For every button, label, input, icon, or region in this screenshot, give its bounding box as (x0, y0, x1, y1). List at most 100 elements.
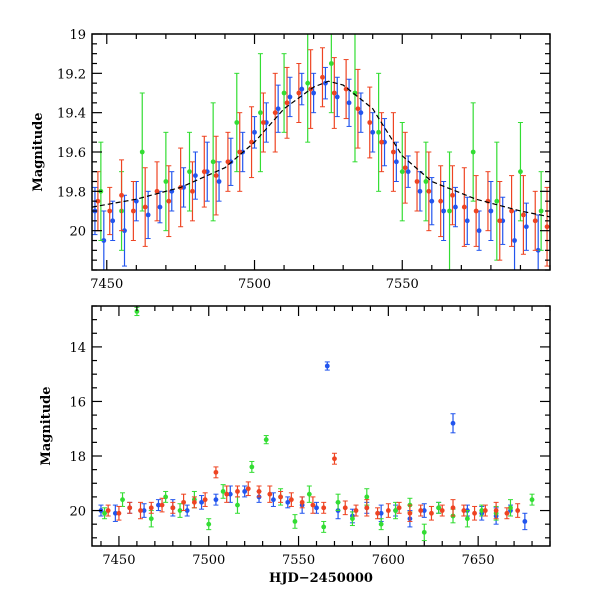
bottom-data-point (364, 494, 370, 500)
bottom-data-point (202, 497, 208, 503)
bottom-x-tick-label: 7450 (102, 553, 135, 568)
bottom-data-point (472, 510, 477, 516)
top-x-tick-label: 7500 (238, 277, 271, 292)
bottom-series-2 (105, 452, 521, 522)
top-data-point (187, 169, 192, 175)
top-data-point (130, 208, 136, 214)
top-data-point (476, 228, 482, 234)
bottom-panel-x-axis-label: HJD−2450000 (269, 571, 373, 586)
top-data-point (305, 80, 311, 86)
bottom-data-point (256, 489, 262, 494)
bottom-data-point (156, 502, 161, 508)
top-panel-frame (91, 33, 551, 271)
top-data-point (275, 106, 281, 112)
bottom-data-point (102, 510, 107, 516)
bottom-data-point (321, 524, 327, 530)
top-data-point (538, 208, 544, 214)
bottom-data-point (407, 510, 413, 516)
top-data-point (145, 212, 151, 218)
top-data-point (119, 192, 124, 198)
bottom-data-point (242, 489, 248, 494)
bottom-y-tick-label: 20 (69, 505, 86, 520)
bottom-data-point (213, 497, 219, 503)
top-data-point (497, 218, 503, 224)
top-y-tick-label: 20 (69, 225, 86, 240)
bottom-data-point (285, 499, 291, 505)
bottom-data-point (421, 529, 427, 535)
bottom-data-point (421, 508, 427, 513)
top-panel-y-axis-label: Magnitude (31, 112, 46, 191)
top-data-point (193, 173, 198, 179)
top-y-tick-label: 19.4 (57, 107, 86, 122)
bottom-data-point (159, 502, 165, 508)
top-data-point (311, 90, 317, 96)
top-data-point (284, 100, 290, 106)
bottom-data-point (332, 456, 337, 462)
top-data-point (355, 106, 361, 112)
bottom-data-point (335, 499, 341, 505)
bottom-data-point (220, 489, 226, 494)
top-data-point (494, 198, 500, 204)
top-data-point (438, 198, 444, 204)
bottom-data-point (224, 491, 230, 497)
top-data-point (260, 120, 266, 125)
top-y-tick-label: 19 (69, 28, 86, 43)
top-data-point (370, 129, 376, 135)
top-data-point (296, 90, 302, 96)
top-y-tick-label: 19.6 (57, 146, 86, 161)
top-data-point (358, 110, 364, 116)
bottom-data-point (249, 464, 255, 470)
bottom-data-point (515, 508, 521, 513)
top-data-point (461, 204, 467, 210)
bottom-data-point (177, 508, 183, 513)
bottom-data-point (450, 505, 456, 511)
bottom-data-point (292, 519, 298, 524)
top-y-tick-label: 19.8 (57, 185, 86, 200)
top-model-curve (92, 80, 550, 218)
bottom-data-point (148, 505, 154, 511)
bottom-data-point (464, 516, 470, 522)
bottom-data-point (271, 497, 276, 503)
top-data-point (402, 165, 408, 171)
bottom-data-point (396, 505, 402, 511)
bottom-data-point (482, 508, 488, 513)
bottom-data-point (181, 499, 187, 505)
top-data-point (216, 179, 222, 184)
bottom-y-tick-label: 16 (69, 395, 86, 410)
top-data-point (367, 120, 373, 125)
top-data-point (473, 208, 479, 214)
bottom-data-point (375, 510, 380, 516)
bottom-data-point (504, 510, 510, 516)
top-data-point (346, 100, 352, 106)
bottom-x-tick-label: 7550 (282, 553, 315, 568)
bottom-data-point (245, 486, 251, 492)
top-data-point (95, 198, 101, 204)
bottom-data-point (439, 508, 445, 513)
top-data-point (258, 110, 263, 116)
top-x-tick-label: 7550 (386, 277, 419, 292)
top-data-point (470, 149, 476, 155)
bottom-data-point (418, 508, 424, 513)
top-data-point (447, 208, 452, 214)
top-data-point (334, 94, 340, 100)
bottom-data-point (116, 510, 122, 516)
bottom-data-point (105, 508, 111, 513)
top-data-point (523, 224, 529, 230)
top-data-point (464, 218, 470, 224)
bottom-data-point (199, 499, 204, 505)
top-panel-ticks: 7450 7500 7550 19 19.2 19.4 19.6 19.8 20 (57, 28, 551, 292)
bottom-panel-ticks: 7450 7500 7550 7600 7650 14 16 18 20 (69, 305, 551, 568)
top-y-tick-label: 19.2 (57, 67, 86, 82)
bottom-data-point (522, 519, 528, 524)
bottom-panel-y-axis-label: Magnitude (39, 386, 54, 465)
top-series-2 (95, 47, 550, 267)
bottom-data-point (310, 502, 316, 508)
top-panel-data (92, 34, 550, 270)
top-x-tick-label: 7450 (90, 277, 123, 292)
top-data-point (429, 198, 435, 204)
bottom-data-point (227, 491, 233, 497)
bottom-panel: 7450 7500 7550 7600 7650 14 16 18 20 Magnitude H… (39, 305, 551, 586)
bottom-data-point (267, 491, 273, 497)
bottom-data-point (127, 505, 133, 511)
